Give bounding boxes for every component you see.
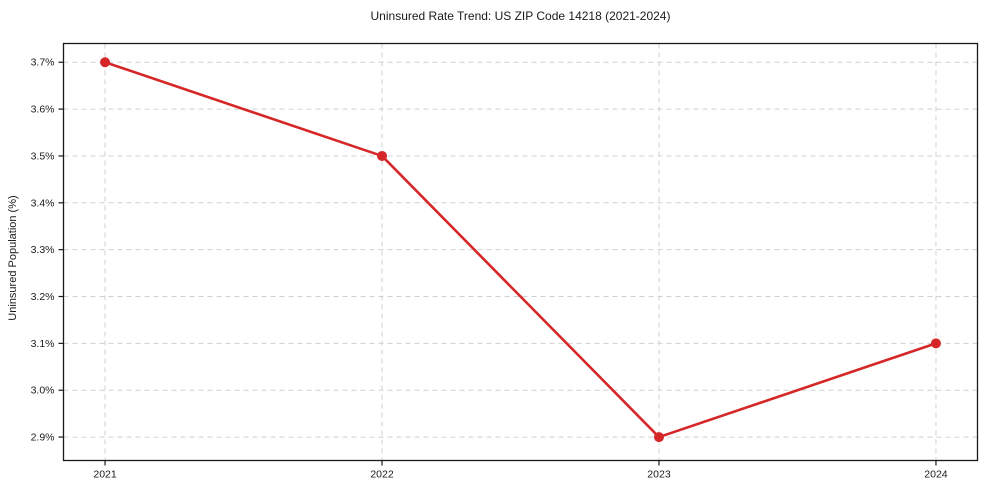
data-point-marker	[377, 150, 388, 161]
x-tick-label: 2021	[93, 469, 117, 481]
x-tick-label: 2022	[370, 469, 394, 481]
y-tick-label: 3.2%	[31, 291, 55, 303]
chart-title: Uninsured Rate Trend: US ZIP Code 14218 …	[370, 9, 671, 23]
data-point-marker	[100, 57, 111, 68]
x-tick-label: 2024	[924, 469, 948, 481]
plot-border	[62, 42, 979, 462]
trend-line	[103, 60, 938, 439]
y-axis-label: Uninsured Population (%)	[7, 195, 19, 321]
y-tick-label: 3.3%	[31, 244, 55, 256]
x-tick-label: 2023	[647, 469, 671, 481]
y-tick-label: 3.1%	[31, 338, 55, 350]
gridlines	[63, 43, 978, 461]
y-axis: 2.9% 3.0% 3.1% 3.2% 3.3% 3.4% 3.5% 3.6% 3.7%	[31, 57, 64, 444]
y-tick-label: 3.6%	[31, 104, 55, 116]
data-point-marker	[653, 432, 664, 443]
y-tick-label: 3.5%	[31, 150, 55, 162]
x-axis: 2021 2022 2023 2024	[93, 460, 948, 481]
data-point-marker	[930, 338, 941, 349]
y-tick-label: 3.0%	[31, 385, 55, 397]
y-tick-label: 3.7%	[31, 57, 55, 69]
y-tick-label: 3.4%	[31, 197, 55, 209]
y-tick-label: 2.9%	[31, 432, 55, 444]
